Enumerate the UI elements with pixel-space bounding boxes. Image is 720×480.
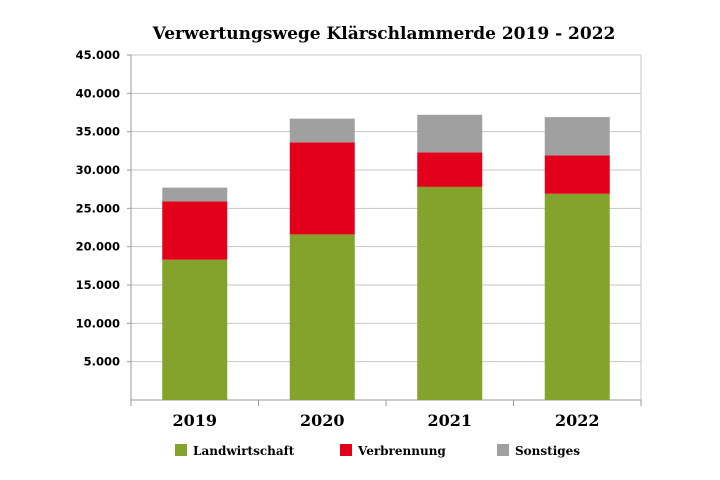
y-tick-label: 35.000 <box>76 125 120 139</box>
legend-swatch-verbrennung <box>340 444 352 456</box>
legend-label: Verbrennung <box>357 444 446 458</box>
y-tick-label: 30.000 <box>76 163 120 177</box>
chart-title: Verwertungswege Klärschlammerde 2019 - 2… <box>152 24 616 44</box>
bar-verbrennung-2021 <box>417 152 483 187</box>
bar-sonstiges-2022 <box>544 117 610 156</box>
y-tick-label: 40.000 <box>76 86 120 100</box>
y-tick-label: 20.000 <box>76 240 120 254</box>
x-tick-label: 2020 <box>300 411 345 430</box>
bar-sonstiges-2019 <box>162 187 228 202</box>
bars <box>162 114 610 400</box>
legend-swatch-sonstiges <box>497 444 509 456</box>
y-axis-ticks: 5.000 10.000 15.000 20.000 25.000 30.000 35.00… <box>76 48 120 369</box>
x-tick-label: 2022 <box>555 411 600 430</box>
bar-verbrennung-2022 <box>544 155 610 194</box>
y-tick-label: 45.000 <box>76 48 120 62</box>
legend-label: Landwirtschaft <box>193 444 295 458</box>
legend: Landwirtschaft Verbrennung Sonstiges <box>175 444 580 458</box>
x-tick-label: 2019 <box>172 411 217 430</box>
y-tick-label: 25.000 <box>76 201 120 215</box>
bar-landwirtschaft-2021 <box>417 186 483 400</box>
bar-landwirtschaft-2020 <box>289 234 355 400</box>
y-tick-label: 15.000 <box>76 278 120 292</box>
bar-sonstiges-2020 <box>289 118 355 143</box>
x-axis-ticks: 2019 2020 2021 2022 <box>172 411 599 430</box>
legend-label: Sonstiges <box>515 444 580 458</box>
y-tick-label: 10.000 <box>76 316 120 330</box>
bar-landwirtschaft-2019 <box>162 259 228 400</box>
legend-swatch-landwirtschaft <box>175 444 187 456</box>
x-tick-label: 2021 <box>427 411 472 430</box>
bar-landwirtschaft-2022 <box>544 193 610 400</box>
bar-verbrennung-2019 <box>162 201 228 260</box>
bar-verbrennung-2020 <box>289 142 355 235</box>
y-tick-label: 5.000 <box>84 355 120 369</box>
bar-sonstiges-2021 <box>417 114 483 153</box>
